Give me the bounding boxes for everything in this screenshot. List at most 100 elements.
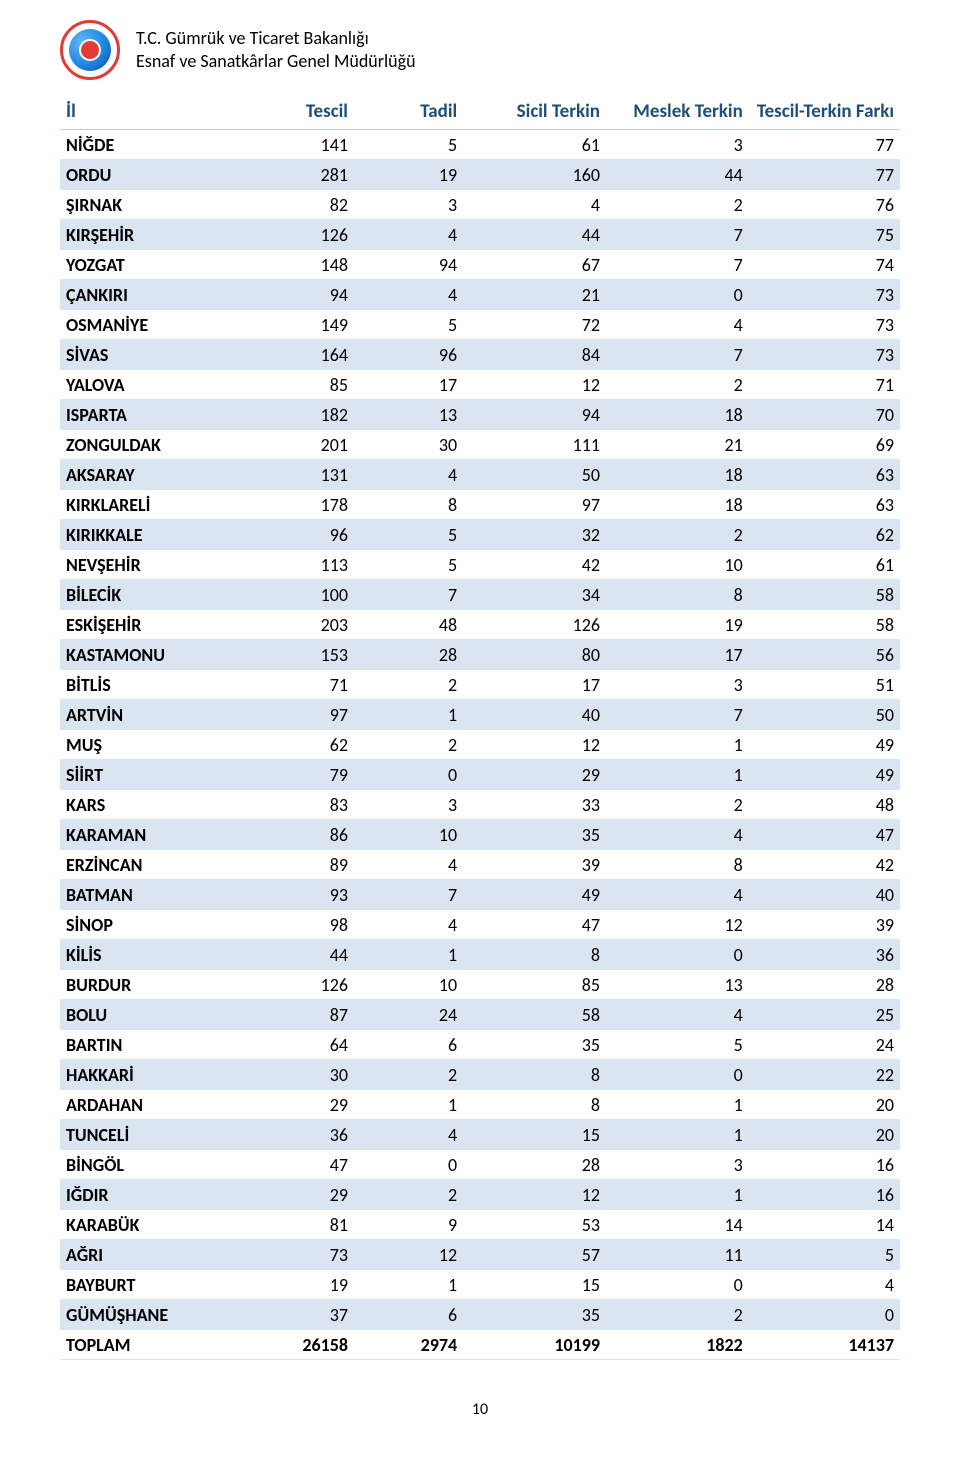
value-cell: 9 — [354, 1210, 463, 1240]
table-row: BİLECİK100734858 — [60, 580, 900, 610]
value-cell: 7 — [606, 250, 749, 280]
value-cell: 77 — [749, 130, 900, 160]
value-cell: 62 — [749, 520, 900, 550]
value-cell: 12 — [463, 1180, 606, 1210]
value-cell: 15 — [463, 1120, 606, 1150]
province-name-cell: KARS — [60, 790, 245, 820]
value-cell: 10 — [606, 550, 749, 580]
table-row: KARABÜK819531414 — [60, 1210, 900, 1240]
table-row: ISPARTA18213941870 — [60, 400, 900, 430]
value-cell: 8 — [354, 490, 463, 520]
value-cell: 16 — [749, 1180, 900, 1210]
value-cell: 7 — [354, 880, 463, 910]
value-cell: 3 — [354, 190, 463, 220]
province-name-cell: MUŞ — [60, 730, 245, 760]
value-cell: 57 — [463, 1240, 606, 1270]
value-cell: 53 — [463, 1210, 606, 1240]
value-cell: 7 — [606, 700, 749, 730]
value-cell: 89 — [245, 850, 354, 880]
value-cell: 49 — [463, 880, 606, 910]
value-cell: 14 — [606, 1210, 749, 1240]
value-cell: 141 — [245, 130, 354, 160]
province-name-cell: YALOVA — [60, 370, 245, 400]
value-cell: 85 — [245, 370, 354, 400]
table-row: KİLİS4418036 — [60, 940, 900, 970]
value-cell: 73 — [749, 280, 900, 310]
value-cell: 21 — [606, 430, 749, 460]
value-cell: 3 — [354, 790, 463, 820]
province-name-cell: ISPARTA — [60, 400, 245, 430]
value-cell: 2 — [606, 520, 749, 550]
value-cell: 0 — [749, 1300, 900, 1330]
header-text-block: T.C. Gümrük ve Ticaret Bakanlığı Esnaf v… — [136, 27, 416, 74]
value-cell: 79 — [245, 760, 354, 790]
value-cell: 22 — [749, 1060, 900, 1090]
table-row: ZONGULDAK201301112169 — [60, 430, 900, 460]
ministry-logo-icon — [60, 20, 120, 80]
table-row: NEVŞEHİR1135421061 — [60, 550, 900, 580]
province-name-cell: SİNOP — [60, 910, 245, 940]
province-name-cell: BİNGÖL — [60, 1150, 245, 1180]
value-cell: 47 — [245, 1150, 354, 1180]
column-header: Tescil-Terkin Farkı — [749, 94, 900, 130]
value-cell: 164 — [245, 340, 354, 370]
province-name-cell: ARDAHAN — [60, 1090, 245, 1120]
value-cell: 0 — [606, 1060, 749, 1090]
table-row: ÇANKIRI94421073 — [60, 280, 900, 310]
value-cell: 42 — [463, 550, 606, 580]
value-cell: 4 — [354, 220, 463, 250]
value-cell: 148 — [245, 250, 354, 280]
value-cell: 2 — [354, 1060, 463, 1090]
value-cell: 39 — [749, 910, 900, 940]
table-row: KIRKLARELİ1788971863 — [60, 490, 900, 520]
value-cell: 18 — [606, 400, 749, 430]
value-cell: 69 — [749, 430, 900, 460]
value-cell: 51 — [749, 670, 900, 700]
value-cell: 20 — [749, 1090, 900, 1120]
value-cell: 34 — [463, 580, 606, 610]
table-row: KARAMAN861035447 — [60, 820, 900, 850]
province-name-cell: KARABÜK — [60, 1210, 245, 1240]
province-name-cell: BAYBURT — [60, 1270, 245, 1300]
province-name-cell: BOLU — [60, 1000, 245, 1030]
table-row: ERZİNCAN89439842 — [60, 850, 900, 880]
value-cell: 5 — [354, 310, 463, 340]
total-value-cell: 1822 — [606, 1330, 749, 1360]
value-cell: 1 — [354, 1090, 463, 1120]
value-cell: 1 — [354, 700, 463, 730]
value-cell: 5 — [749, 1240, 900, 1270]
value-cell: 4 — [354, 1120, 463, 1150]
value-cell: 4 — [463, 190, 606, 220]
value-cell: 8 — [606, 850, 749, 880]
value-cell: 77 — [749, 160, 900, 190]
value-cell: 75 — [749, 220, 900, 250]
value-cell: 160 — [463, 160, 606, 190]
province-name-cell: TUNCELİ — [60, 1120, 245, 1150]
value-cell: 96 — [245, 520, 354, 550]
header-line-2: Esnaf ve Sanatkârlar Genel Müdürlüğü — [136, 50, 416, 73]
province-name-cell: BİLECİK — [60, 580, 245, 610]
province-name-cell: BİTLİS — [60, 670, 245, 700]
province-name-cell: GÜMÜŞHANE — [60, 1300, 245, 1330]
value-cell: 126 — [245, 970, 354, 1000]
value-cell: 16 — [749, 1150, 900, 1180]
value-cell: 81 — [245, 1210, 354, 1240]
value-cell: 4 — [606, 820, 749, 850]
value-cell: 3 — [606, 130, 749, 160]
table-header: İlTescilTadilSicil TerkinMeslek TerkinTe… — [60, 94, 900, 130]
value-cell: 1 — [606, 1120, 749, 1150]
value-cell: 47 — [463, 910, 606, 940]
value-cell: 49 — [749, 760, 900, 790]
value-cell: 94 — [245, 280, 354, 310]
value-cell: 18 — [606, 490, 749, 520]
value-cell: 4 — [354, 910, 463, 940]
value-cell: 28 — [354, 640, 463, 670]
value-cell: 50 — [463, 460, 606, 490]
total-value-cell: 26158 — [245, 1330, 354, 1360]
table-row: KIRIKKALE96532262 — [60, 520, 900, 550]
value-cell: 63 — [749, 490, 900, 520]
value-cell: 0 — [606, 940, 749, 970]
table-row: AKSARAY1314501863 — [60, 460, 900, 490]
province-name-cell: KIRŞEHİR — [60, 220, 245, 250]
value-cell: 80 — [463, 640, 606, 670]
